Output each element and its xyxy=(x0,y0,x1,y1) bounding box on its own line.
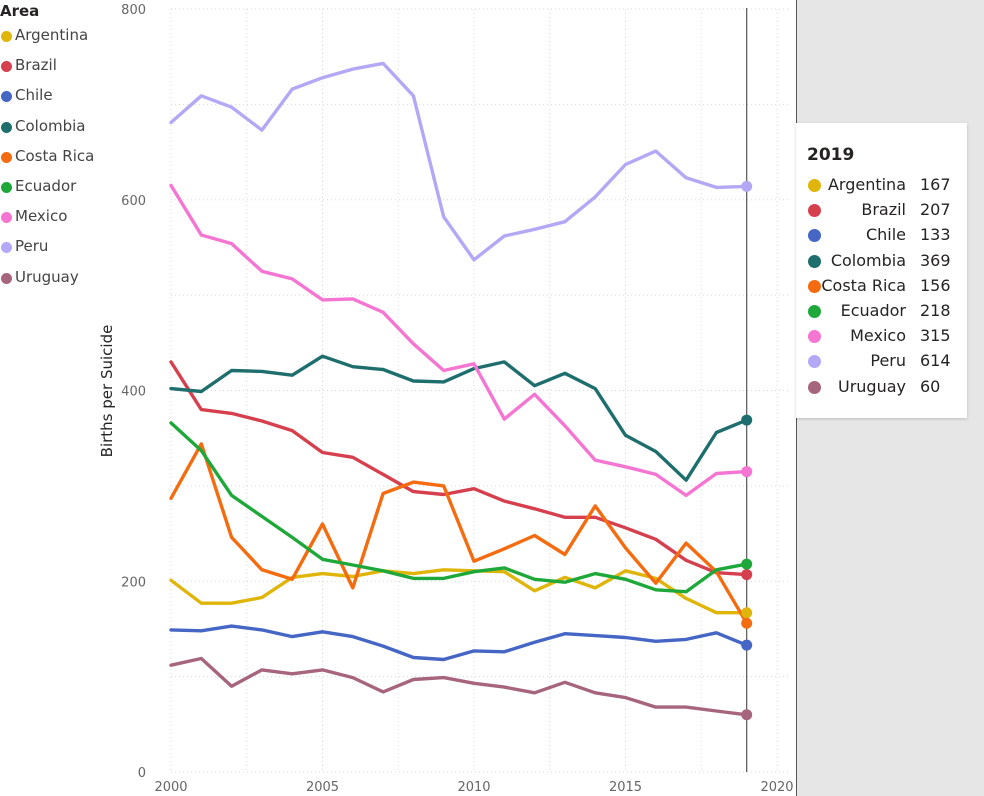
legend-marker-icon xyxy=(1,272,12,284)
legend-marker-icon xyxy=(1,151,12,163)
tooltip-marker-icon xyxy=(808,305,821,318)
tooltip-series-value: 614 xyxy=(920,351,951,371)
x-tick-label: 2015 xyxy=(609,780,642,795)
tooltip-series-name: Colombia xyxy=(830,250,906,270)
tooltip-series-name: Argentina xyxy=(827,175,906,194)
legend-marker-icon xyxy=(1,242,12,254)
tooltip-series-name: Brazil xyxy=(861,200,906,220)
tooltip-series-value: 218 xyxy=(920,301,951,320)
tooltip-marker-icon xyxy=(808,254,821,268)
tooltip-series-name: Ecuador xyxy=(840,301,906,320)
tooltip-row: Colombia 369 xyxy=(796,251,967,276)
axes: 0 200 400 600 800 2000 2005 2010 2015 2020 xyxy=(121,3,793,795)
tooltip-series-value: 369 xyxy=(920,250,951,270)
tooltip-row: Uruguay 60 xyxy=(796,377,967,402)
x-tick-label: 2020 xyxy=(760,780,793,795)
x-tick-label: 2010 xyxy=(457,780,490,795)
tooltip-series-value: 207 xyxy=(920,200,951,220)
tooltip-marker-icon xyxy=(808,179,821,192)
series-marker xyxy=(741,569,753,581)
series-line[interactable] xyxy=(169,656,749,717)
y-tick-label: 600 xyxy=(121,194,146,209)
legend-label: Colombia xyxy=(15,116,86,135)
tooltip-series-value: 315 xyxy=(920,326,951,346)
x-tick-label: 2000 xyxy=(154,780,187,795)
tooltip-series-name: Mexico xyxy=(850,326,906,346)
tooltip-row: Chile 133 xyxy=(796,225,967,250)
tooltip-marker-icon xyxy=(808,279,821,293)
tooltip-row: Ecuador 218 xyxy=(796,301,967,326)
series-marker xyxy=(741,466,753,478)
tooltip-series-value: 133 xyxy=(920,225,951,245)
legend-marker-icon xyxy=(1,121,12,133)
series-lines xyxy=(169,61,749,717)
tooltip-series-name: Chile xyxy=(865,225,906,245)
legend-label: Argentina xyxy=(15,26,89,44)
series-line[interactable] xyxy=(169,624,749,662)
hover-markers xyxy=(741,180,753,721)
series-line[interactable] xyxy=(169,183,749,498)
tooltip-series-value: 60 xyxy=(920,376,941,396)
tooltip-marker-icon xyxy=(808,380,821,394)
legend-marker-icon xyxy=(1,61,12,73)
tooltip: 2019 Argentina 167 Brazil 207 Chile 133 Colomb… xyxy=(796,123,967,418)
tooltip-row: Brazil 207 xyxy=(796,200,967,225)
y-tick-label: 0 xyxy=(138,766,146,781)
y-tick-label: 200 xyxy=(121,575,146,590)
legend-marker-icon xyxy=(1,31,12,42)
tooltip-title: 2019 xyxy=(807,145,855,165)
legend-label: Mexico xyxy=(15,207,68,226)
series-line[interactable] xyxy=(169,442,749,625)
series-line[interactable] xyxy=(169,421,749,594)
tooltip-marker-icon xyxy=(808,204,821,218)
grid-lines xyxy=(170,8,789,773)
tooltip-marker-icon xyxy=(808,330,821,344)
legend-title: Area xyxy=(0,2,40,20)
series-marker xyxy=(741,709,753,721)
series-marker xyxy=(741,414,753,426)
tooltip-series-name: Costa Rica xyxy=(821,275,906,295)
legend-label: Chile xyxy=(15,86,53,105)
series-line[interactable] xyxy=(169,354,749,482)
series-marker xyxy=(741,639,753,651)
series-marker xyxy=(741,607,753,619)
line-chart: 0 200 400 600 800 2000 2005 2010 2015 2020 Births… xyxy=(98,3,794,795)
tooltip-marker-icon xyxy=(808,355,821,369)
legend-marker-icon xyxy=(1,182,12,193)
x-tick-label: 2005 xyxy=(306,780,339,795)
legend-label: Ecuador xyxy=(15,177,77,195)
series-marker xyxy=(741,558,753,570)
legend-label: Peru xyxy=(15,237,49,256)
tooltip-series-name: Peru xyxy=(870,351,906,371)
tooltip-marker-icon xyxy=(808,229,821,243)
series-marker xyxy=(741,180,753,192)
y-axis-title: Births per Suicide xyxy=(98,325,116,458)
tooltip-row: Peru 614 xyxy=(796,351,967,376)
tooltip-row: Mexico 315 xyxy=(796,326,967,351)
series-marker xyxy=(741,617,753,629)
legend-marker-icon xyxy=(1,212,12,224)
tooltip-series-value: 167 xyxy=(920,175,951,194)
y-tick-label: 800 xyxy=(121,3,146,18)
legend-label: Costa Rica xyxy=(15,146,95,165)
series-line[interactable] xyxy=(169,61,749,262)
series-line[interactable] xyxy=(169,360,749,577)
legend-marker-icon xyxy=(1,91,12,103)
legend-label: Uruguay xyxy=(15,267,79,286)
tooltip-row: Costa Rica 156 xyxy=(796,276,967,301)
tooltip-series-name: Uruguay xyxy=(838,376,906,396)
tooltip-row: Argentina 167 xyxy=(796,175,967,200)
legend-label: Brazil xyxy=(15,56,57,75)
y-tick-label: 400 xyxy=(121,385,146,400)
tooltip-series-value: 156 xyxy=(920,275,951,295)
